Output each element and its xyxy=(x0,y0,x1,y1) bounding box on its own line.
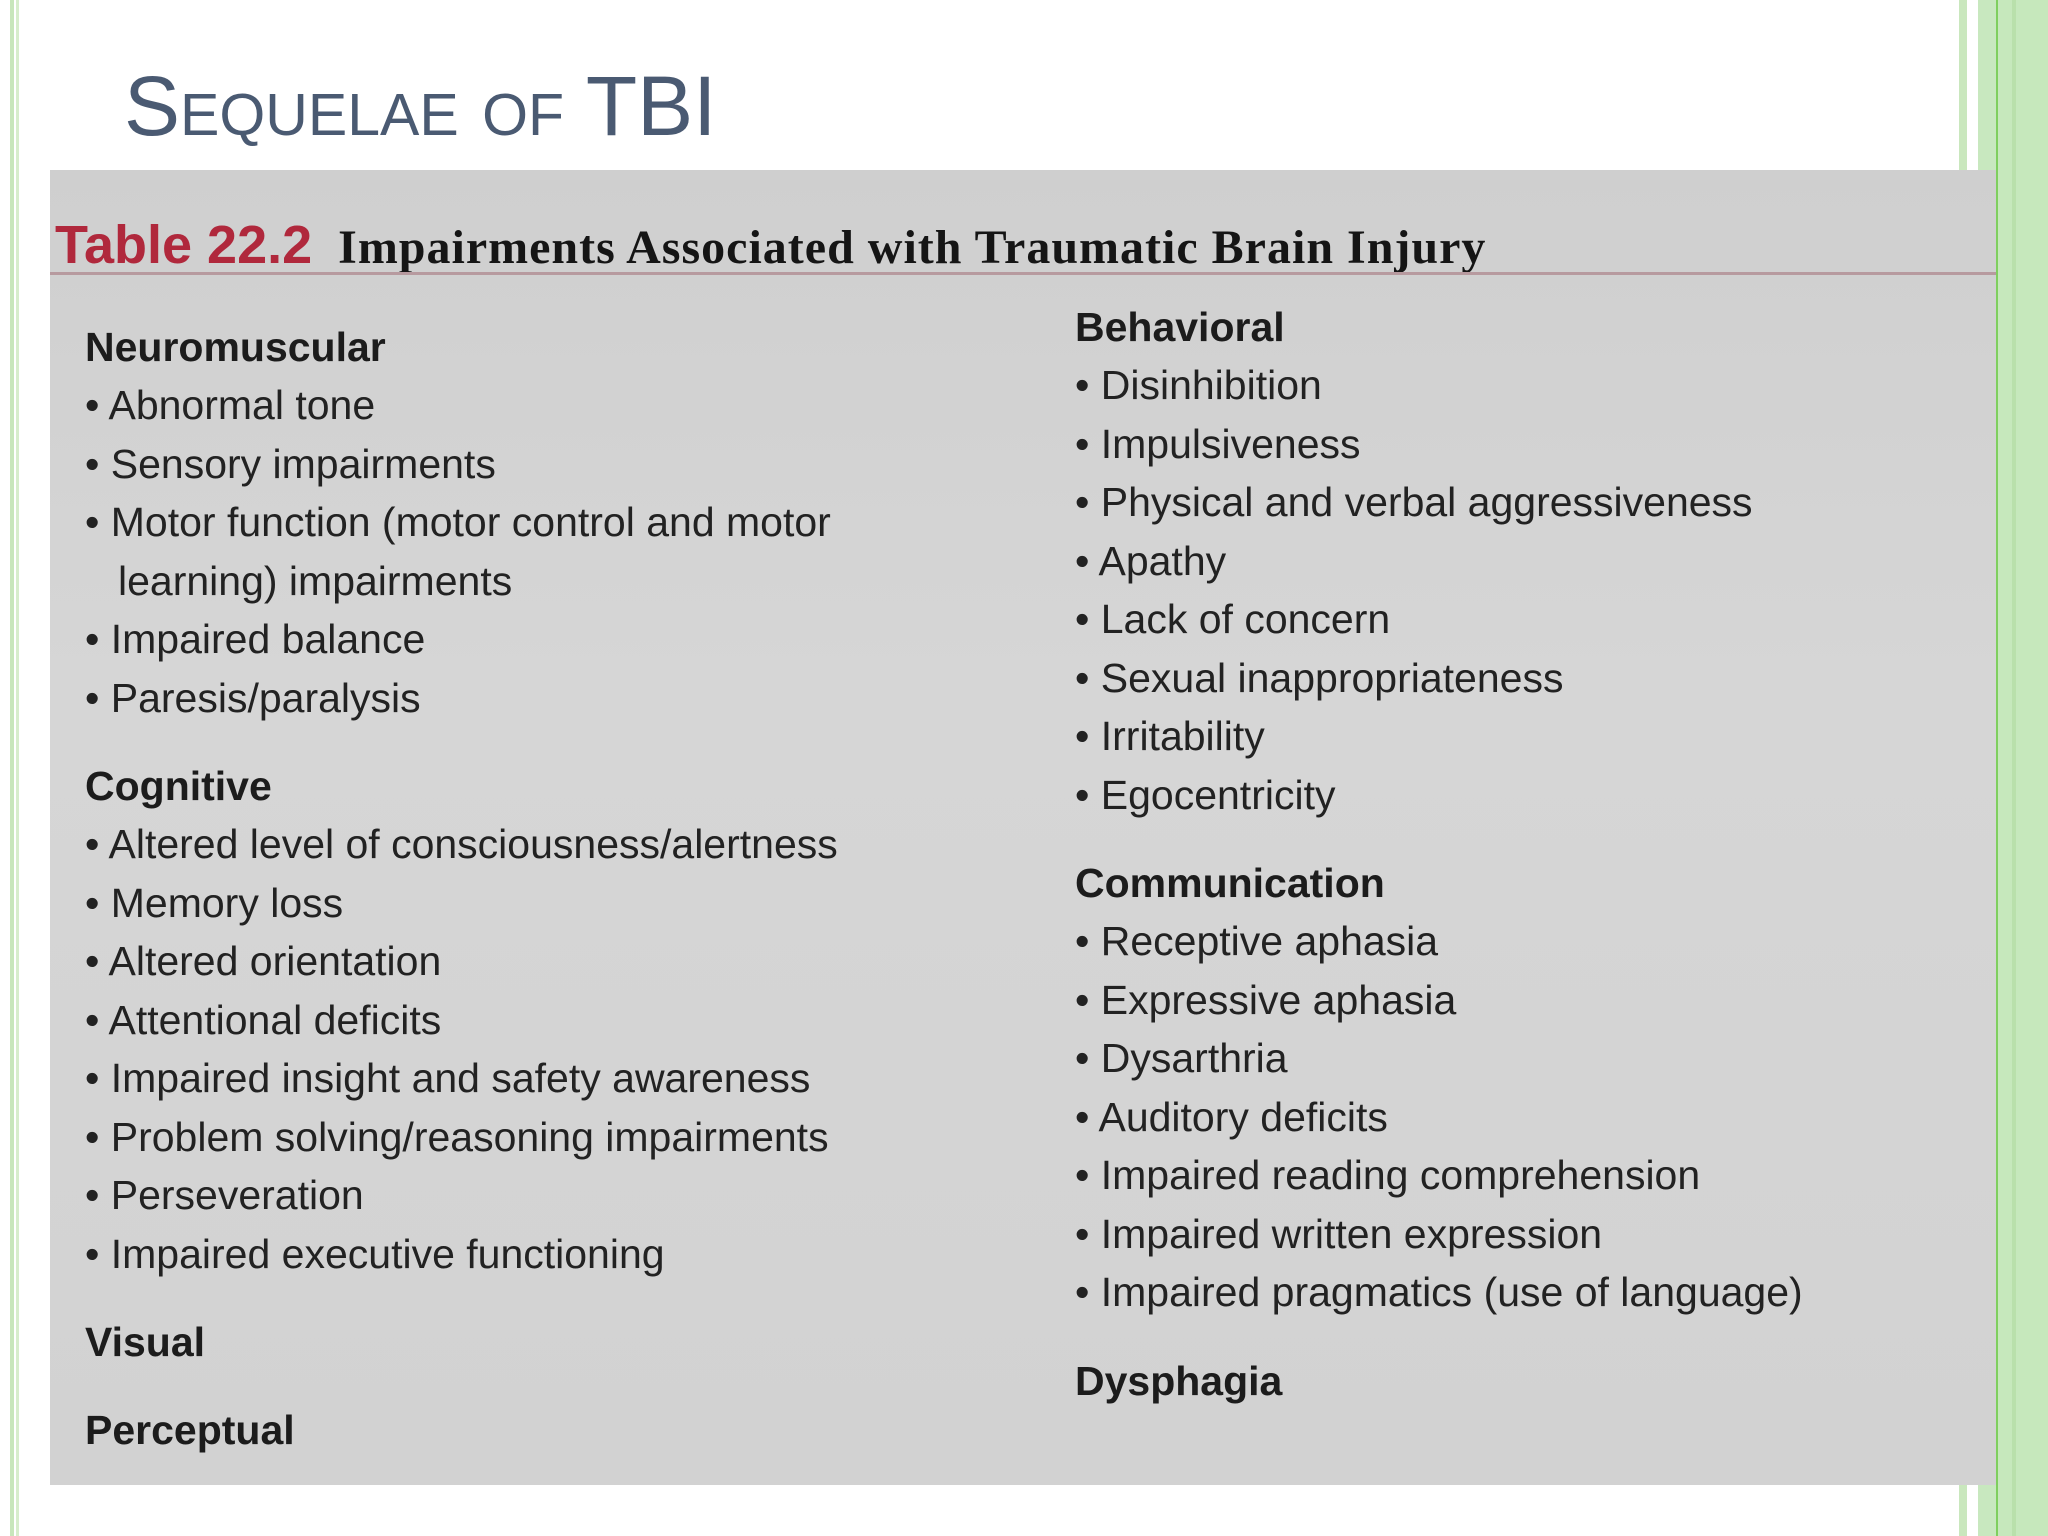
list-item: Paresis/paralysis xyxy=(85,669,838,728)
list-item: learning) impairments xyxy=(118,557,513,604)
list-item: Abnormal tone xyxy=(85,376,838,435)
list-item: Memory loss xyxy=(85,874,838,933)
section-heading: Communication xyxy=(1075,860,1385,906)
section-heading: Neuromuscular xyxy=(85,324,386,370)
list-item: Impaired balance xyxy=(85,610,838,669)
list-item: Receptive aphasia xyxy=(1075,912,1803,971)
list-item: Irritability xyxy=(1075,707,1803,766)
left-border-stripe xyxy=(16,0,19,1536)
right-column: Behavioral DisinhibitionImpulsivenessPhys… xyxy=(1075,298,1803,1410)
list-item: Attentional deficits xyxy=(85,991,838,1050)
list-item: Sensory impairments xyxy=(85,435,838,494)
section-heading: Dysphagia xyxy=(1075,1357,1283,1404)
list-item: Impaired pragmatics (use of language) xyxy=(1075,1263,1803,1322)
section-heading: Behavioral xyxy=(1075,304,1285,350)
section-heading: Cognitive xyxy=(85,763,272,809)
list-item: Altered level of consciousness/alertness xyxy=(85,815,837,874)
list-item: Impulsiveness xyxy=(1075,415,1803,474)
table-caption: Table 22.2 Impairments Associated with Tr… xyxy=(55,214,1486,276)
right-border-stripe xyxy=(2012,0,2016,1536)
list-item: Altered orientation xyxy=(85,932,838,991)
caption-rule xyxy=(50,272,1996,275)
list-item: Apathy xyxy=(1075,532,1803,591)
slide-title: Sequelae of TBI xyxy=(124,59,717,153)
list-item: Problem solving/reasoning impairments xyxy=(85,1108,838,1167)
list-item: Expressive aphasia xyxy=(1075,971,1803,1030)
left-border-stripe xyxy=(10,0,14,1536)
list-item: Impaired insight and safety awareness xyxy=(85,1049,838,1108)
list-item: Dysarthria xyxy=(1075,1029,1803,1088)
list-item: Egocentricity xyxy=(1075,766,1803,825)
list-item: Impaired executive functioning xyxy=(85,1225,838,1284)
list-item: Sexual inappropriateness xyxy=(1075,649,1803,708)
list-item: Impaired reading comprehension xyxy=(1075,1146,1803,1205)
list-item: Lack of concern xyxy=(1075,590,1803,649)
left-column: Neuromuscular Abnormal toneSensory impair… xyxy=(85,318,838,1459)
table-photo: Table 22.2 Impairments Associated with Tr… xyxy=(50,170,1996,1485)
right-border-stripe xyxy=(1998,0,2048,1536)
list-item: Disinhibition xyxy=(1075,356,1803,415)
list-item: Motor function (motor control and motor xyxy=(85,493,838,552)
right-border-line xyxy=(1996,0,1998,1536)
section-heading: Perceptual xyxy=(85,1407,295,1453)
section-heading: Visual xyxy=(85,1319,206,1365)
list-item: Physical and verbal aggressiveness xyxy=(1075,473,1803,532)
table-title: Impairments Associated with Traumatic Br… xyxy=(338,221,1487,274)
list-item: Perseveration xyxy=(85,1166,838,1225)
table-number: Table 22.2 xyxy=(55,215,313,275)
list-item: Impaired written expression xyxy=(1075,1205,1803,1264)
list-item: Auditory deficits xyxy=(1075,1088,1803,1147)
